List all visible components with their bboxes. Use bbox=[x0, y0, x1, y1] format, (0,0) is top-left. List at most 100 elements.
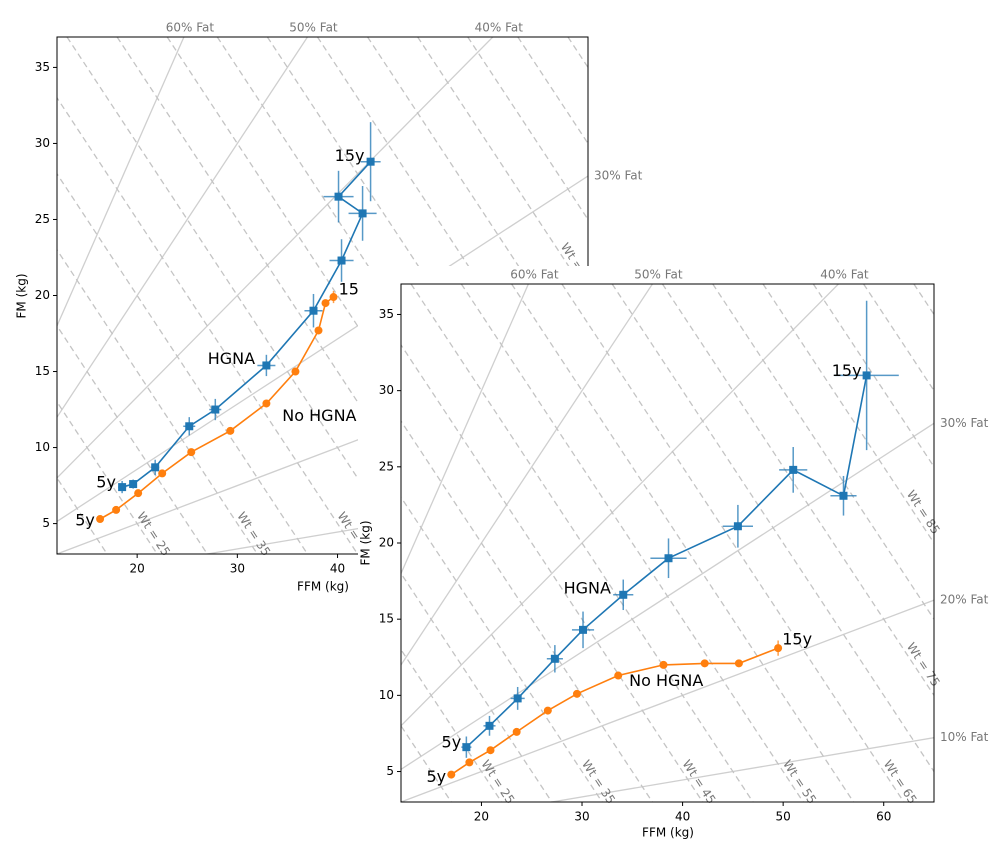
weight-line bbox=[812, 284, 934, 469]
start-label: 5y bbox=[426, 767, 446, 786]
weight-line bbox=[401, 496, 603, 802]
start-label: 5y bbox=[96, 473, 116, 492]
marker bbox=[112, 505, 121, 514]
x-axis-label: FFM (kg) bbox=[642, 826, 694, 840]
marker bbox=[462, 743, 471, 752]
fat-line bbox=[57, 37, 494, 479]
series-label: No HGNA bbox=[629, 671, 703, 690]
marker bbox=[485, 721, 494, 730]
weight-line bbox=[511, 284, 855, 802]
fat-line bbox=[401, 284, 840, 727]
y-axis-label: FM (kg) bbox=[15, 274, 29, 319]
marker bbox=[262, 399, 271, 408]
series-label: HGNA bbox=[208, 349, 255, 368]
y-tick-label: 10 bbox=[35, 440, 50, 454]
marker bbox=[614, 671, 623, 680]
weight-line bbox=[57, 248, 258, 554]
weight-line bbox=[410, 284, 754, 802]
weight-line bbox=[467, 37, 588, 221]
x-tick-label: 20 bbox=[474, 810, 489, 824]
weight-line bbox=[66, 37, 409, 554]
marker bbox=[358, 209, 367, 218]
x-tick-label: 40 bbox=[330, 562, 345, 576]
x-axis-label: FFM (kg) bbox=[297, 580, 349, 594]
weight-line bbox=[417, 37, 588, 297]
end-label: 15y bbox=[782, 630, 812, 649]
fat-label: 20% Fat bbox=[940, 593, 989, 607]
marker bbox=[211, 405, 220, 414]
series-label: No HGNA bbox=[282, 406, 356, 425]
weight-line bbox=[57, 172, 309, 554]
marker bbox=[543, 706, 552, 715]
marker bbox=[314, 326, 323, 335]
weight-line bbox=[611, 284, 934, 773]
marker bbox=[572, 689, 581, 698]
marker bbox=[659, 660, 668, 669]
x-tick-label: 40 bbox=[675, 810, 690, 824]
fat-label: 40% Fat bbox=[475, 21, 524, 35]
fat-line bbox=[401, 284, 654, 666]
marker bbox=[329, 293, 338, 302]
marker bbox=[96, 515, 105, 524]
weight-line bbox=[57, 96, 359, 554]
marker bbox=[185, 422, 194, 431]
marker bbox=[862, 371, 871, 380]
marker bbox=[447, 770, 456, 779]
marker bbox=[309, 306, 318, 315]
weight-line bbox=[460, 284, 804, 802]
fat-line bbox=[57, 37, 309, 418]
fat-label: 10% Fat bbox=[940, 730, 989, 744]
start-label: 5y bbox=[75, 511, 95, 530]
marker bbox=[465, 758, 474, 767]
marker bbox=[151, 463, 160, 472]
end-label: 15y bbox=[335, 146, 365, 165]
marker bbox=[187, 448, 196, 457]
marker bbox=[619, 590, 628, 599]
chart: 60% Fat 50% Fat 40% Fat 30% Fat 20% Fat 10% F… bbox=[358, 266, 1000, 861]
marker bbox=[839, 491, 848, 500]
y-tick-label: 30 bbox=[35, 136, 50, 150]
y-tick-label: 20 bbox=[35, 288, 50, 302]
fat-line bbox=[57, 37, 185, 327]
x-tick-label: 20 bbox=[130, 562, 145, 576]
series-label: HGNA bbox=[564, 578, 611, 597]
weight-line bbox=[401, 419, 653, 802]
marker bbox=[366, 157, 375, 166]
marker bbox=[733, 522, 742, 531]
y-tick-label: 25 bbox=[379, 459, 394, 473]
fat-label: 60% Fat bbox=[166, 21, 215, 35]
weight-line bbox=[57, 324, 208, 554]
marker bbox=[334, 192, 343, 201]
marker bbox=[134, 489, 143, 498]
marker bbox=[774, 644, 783, 653]
marker bbox=[512, 727, 521, 736]
marker bbox=[550, 654, 559, 663]
fat-label: 50% Fat bbox=[289, 21, 338, 35]
start-label: 5y bbox=[442, 733, 462, 752]
fat-line bbox=[401, 599, 934, 802]
y-tick-label: 30 bbox=[379, 383, 394, 397]
marker bbox=[789, 465, 798, 474]
y-tick-label: 20 bbox=[379, 536, 394, 550]
x-tick-label: 50 bbox=[776, 810, 791, 824]
x-tick-label: 30 bbox=[230, 562, 245, 576]
weight-line bbox=[863, 284, 934, 392]
weight-line bbox=[661, 284, 934, 697]
fat-label: 40% Fat bbox=[820, 268, 869, 282]
fat-line bbox=[547, 737, 934, 802]
weight-line bbox=[367, 37, 588, 373]
y-tick-label: 5 bbox=[386, 764, 394, 778]
marker bbox=[129, 480, 138, 489]
x-tick-label: 60 bbox=[876, 810, 891, 824]
marker bbox=[700, 659, 709, 668]
weight-line bbox=[401, 343, 704, 802]
marker bbox=[118, 483, 127, 492]
marker bbox=[291, 367, 300, 376]
weight-line bbox=[561, 284, 905, 802]
fat-label: 60% Fat bbox=[510, 268, 559, 282]
fat-line bbox=[401, 284, 530, 574]
y-tick-label: 25 bbox=[35, 212, 50, 226]
marker bbox=[513, 694, 522, 703]
y-axis-label: FM (kg) bbox=[359, 521, 373, 566]
